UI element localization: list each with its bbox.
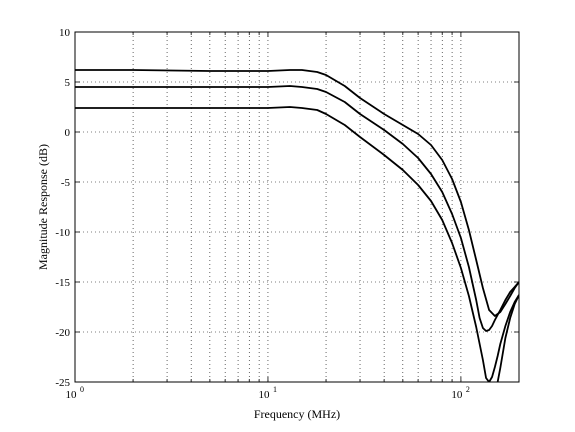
plot-background [75,32,519,382]
x-tick-label-base: 10 [258,389,270,401]
x-tick-label-exponent: 2 [466,385,470,394]
x-tick-label-base: 10 [451,389,463,401]
plot-frame [74,31,520,383]
series-line-4 [496,294,519,382]
y-tick-label: 0 [65,127,71,139]
y-tick-label: 10 [59,27,71,39]
y-tick-label: -15 [55,277,70,289]
x-tick-label: 10 2 [451,385,470,401]
y-axis-label: Magnitude Response (dB) [36,144,50,270]
x-tick-label: 10 1 [258,385,277,401]
series-line-2 [75,85,519,332]
series-group [75,69,519,382]
y-tick-label: -10 [55,227,70,239]
x-tick-label: 10 0 [66,385,85,401]
y-tick-label: -5 [61,177,71,189]
y-tick-label: -25 [55,377,70,389]
series-line-3 [75,106,519,382]
y-tick-label: 5 [65,77,71,89]
x-tick-label-exponent: 1 [273,385,277,394]
x-tick-label-exponent: 0 [80,385,84,394]
x-axis-label: Frequency (MHz) [254,407,340,421]
x-tick-label-base: 10 [66,389,78,401]
y-tick-label: -20 [55,327,70,339]
